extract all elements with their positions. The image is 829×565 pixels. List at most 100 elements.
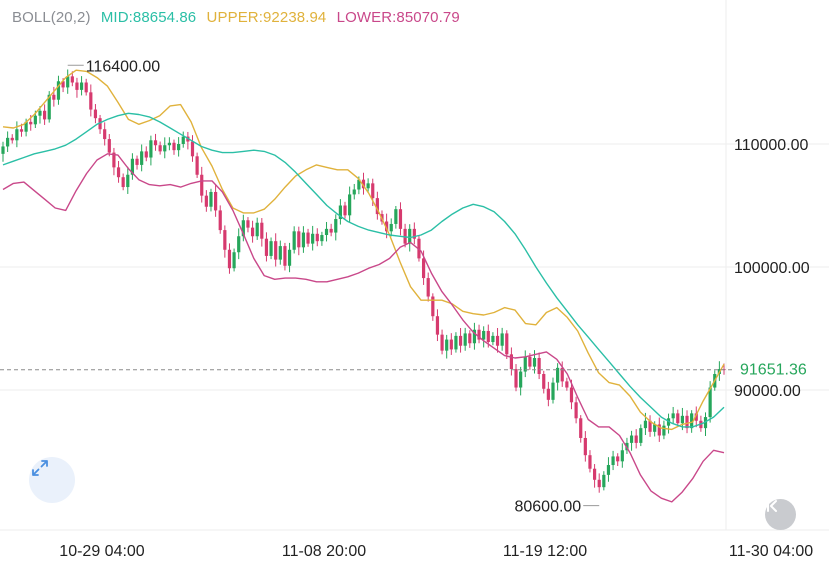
candle-body (597, 479, 601, 488)
candle-body (38, 110, 42, 116)
candle-body (421, 258, 426, 279)
candle-body (292, 231, 296, 250)
candle-body (385, 221, 389, 232)
candle-body (29, 121, 33, 125)
candle-body (639, 428, 643, 443)
candle-body (394, 209, 398, 224)
candle-body (320, 235, 324, 242)
candle-body (634, 435, 638, 443)
candle-body (209, 191, 213, 207)
candle-body (366, 183, 370, 189)
chevron-left-bar-icon (767, 500, 777, 512)
candle-body (223, 230, 227, 250)
candle-body (537, 358, 541, 375)
x-tick-label: 11-30 04:00 (729, 543, 813, 560)
candle-body (477, 329, 481, 340)
candle-body (334, 219, 338, 233)
expand-diagonal-arrows-icon (32, 460, 48, 476)
candle-body (126, 174, 130, 188)
candle-body (606, 465, 611, 475)
candle-body (306, 232, 310, 244)
candle-body (408, 228, 412, 244)
candle-body (495, 335, 500, 346)
boll-mid-line (2, 112, 725, 428)
candle-body (241, 220, 245, 237)
candle-body (671, 413, 675, 419)
scroll-to-latest-button[interactable] (765, 499, 796, 530)
candle-body (602, 474, 606, 488)
candle-body (135, 158, 139, 165)
candle-body (648, 420, 652, 432)
candle-body (528, 356, 532, 367)
boll-mid-value: MID:88654.86 (100, 9, 197, 26)
candle-body (348, 194, 352, 216)
candle-body (565, 381, 569, 388)
x-tick-label: 11-08 20:00 (282, 543, 366, 560)
candle-body (172, 142, 176, 151)
candle-body (204, 195, 208, 207)
expand-button[interactable] (29, 457, 75, 503)
candle-body (482, 330, 486, 340)
candle-body (611, 456, 615, 466)
candle-body (449, 339, 453, 350)
boll-lower-line (2, 153, 725, 503)
candle-body (523, 356, 527, 372)
candle-body (301, 232, 306, 248)
boll-lower-value: LOWER:85070.79 (336, 9, 460, 26)
candle-body (329, 228, 333, 233)
candle-body (574, 402, 578, 419)
candle-body (458, 335, 463, 346)
candle-body (680, 415, 685, 424)
candle-body (264, 238, 269, 256)
candle-body (10, 137, 14, 141)
candle-body (6, 137, 10, 147)
candle-body (338, 205, 342, 220)
candle-body (491, 335, 495, 343)
candle-body (181, 136, 185, 144)
candle-body (232, 252, 236, 269)
candle-body (153, 140, 158, 146)
x-tick-label: 10-29 04:00 (59, 543, 145, 560)
candle-body (629, 435, 634, 443)
candle-body (412, 228, 416, 239)
candle-body (287, 249, 292, 266)
candle-body (690, 413, 694, 429)
candle-body (556, 367, 560, 383)
candle-body (103, 129, 107, 140)
boll-title: BOLL(20,2) (12, 9, 91, 26)
candle-body (140, 151, 144, 165)
candle-body (532, 358, 537, 367)
candle-body (398, 209, 403, 229)
boll-legend: BOLL(20,2) MID:88654.86 UPPER:92238.94 L… (12, 9, 466, 26)
candle-body (643, 420, 648, 429)
candle-body (657, 424, 661, 436)
candle-body (468, 333, 472, 344)
candle-body (1, 146, 5, 154)
x-tick-label: 11-19 12:00 (503, 543, 587, 560)
candle-body (260, 222, 264, 239)
candle-body (315, 233, 319, 242)
candle-body (79, 82, 84, 90)
candle-body (445, 339, 449, 351)
candle-body (93, 109, 98, 119)
boll-upper-line (2, 69, 725, 431)
candle-body (357, 179, 361, 190)
candle-body (52, 94, 56, 100)
candle-body (130, 158, 135, 175)
candle-body (708, 387, 712, 418)
candle-body (15, 129, 19, 141)
candle-body (694, 413, 698, 421)
candle-body (274, 241, 278, 260)
candle-body (505, 333, 509, 355)
candle-body (352, 189, 356, 195)
candle-body (269, 241, 273, 256)
candle-body (324, 228, 329, 236)
candle-body (283, 246, 287, 266)
candle-body (486, 330, 490, 343)
candle-body (167, 142, 171, 146)
candle-body (144, 151, 148, 158)
candle-body (24, 121, 28, 132)
candle-body (361, 179, 366, 189)
candle-body (75, 82, 79, 90)
